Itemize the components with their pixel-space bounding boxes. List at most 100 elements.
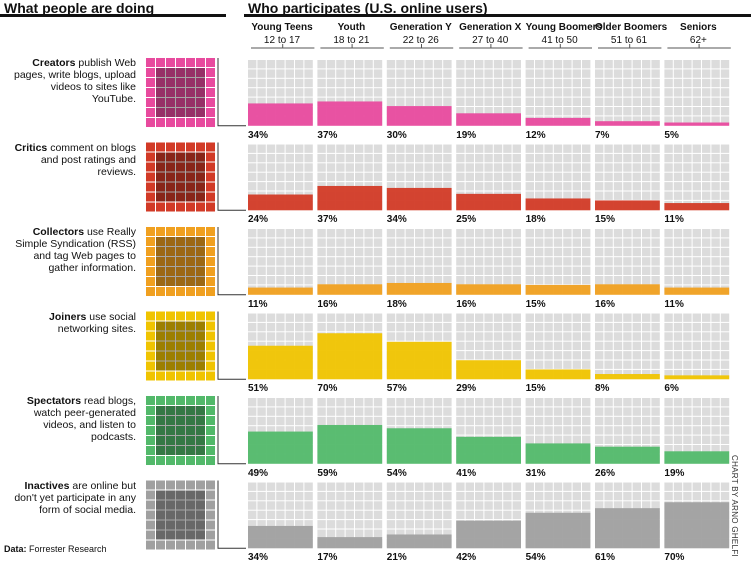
icon-cell xyxy=(176,152,185,162)
grid-cell xyxy=(386,144,396,153)
grid-cell xyxy=(595,332,604,341)
grid-cell xyxy=(711,426,720,435)
grid-cell xyxy=(711,398,720,407)
grid-cell xyxy=(544,153,553,163)
grid-cell xyxy=(415,529,424,538)
grid-cell xyxy=(544,416,553,426)
grid-cell xyxy=(295,520,304,529)
grid-cell xyxy=(632,247,641,257)
grid-cell xyxy=(465,88,474,97)
grid-cell xyxy=(266,153,276,163)
grid-cell xyxy=(673,107,683,116)
grid-cell xyxy=(484,238,493,247)
grid-cell xyxy=(642,360,651,369)
icon-cell xyxy=(206,98,215,107)
grid-cell xyxy=(424,332,433,341)
grid-cell xyxy=(582,341,591,351)
icon-cell xyxy=(196,361,205,371)
grid-cell xyxy=(623,491,632,501)
grid-cell xyxy=(484,144,493,153)
grid-cell xyxy=(572,144,581,153)
icon-cell xyxy=(176,98,185,107)
grid-cell xyxy=(326,398,336,407)
grid-cell xyxy=(285,313,294,322)
grid-cell xyxy=(604,172,613,182)
grid-cell xyxy=(664,426,673,435)
grid-cell xyxy=(544,182,553,191)
grid-cell xyxy=(355,163,364,172)
grid-cell xyxy=(317,322,326,332)
icon-cell xyxy=(146,162,155,172)
grid-cell xyxy=(373,266,383,275)
grid-cell xyxy=(317,172,326,182)
grid-cell xyxy=(396,510,405,520)
grid-cell xyxy=(266,97,276,106)
icon-cell xyxy=(166,351,175,361)
grid-cell xyxy=(248,501,257,510)
icon-cell xyxy=(186,426,195,435)
grid-cell xyxy=(295,501,304,510)
grid-cell xyxy=(433,144,443,153)
grid-cell xyxy=(405,276,414,285)
grid-cell xyxy=(276,247,285,257)
left-header: What people are doing xyxy=(4,0,155,16)
icon-cell xyxy=(196,182,205,192)
icon-cell xyxy=(186,68,195,77)
grid-cell xyxy=(345,172,354,182)
grid-cell xyxy=(582,491,591,501)
grid-cell xyxy=(345,416,354,426)
grid-cell xyxy=(525,360,534,369)
grid-cell xyxy=(484,276,493,285)
grid-cell xyxy=(345,313,354,322)
grid-cell xyxy=(553,398,563,407)
grid-cell xyxy=(415,416,424,426)
icon-cell xyxy=(206,172,215,182)
grid-cell xyxy=(572,407,581,416)
grid-cell xyxy=(544,313,553,322)
grid-cell xyxy=(285,153,294,163)
grid-cell xyxy=(702,360,711,369)
chart-credit: CHART BY ARNO GHELFI xyxy=(730,455,739,558)
grid-cell xyxy=(266,60,276,69)
grid-cell xyxy=(572,341,581,351)
joiners-icon xyxy=(156,321,205,371)
icon-cell xyxy=(156,152,165,162)
grid-cell xyxy=(632,266,641,275)
grid-cell xyxy=(364,88,373,97)
grid-cell xyxy=(405,60,414,69)
grid-cell xyxy=(673,360,683,369)
icon-cell xyxy=(196,520,205,530)
grid-cell xyxy=(553,69,563,78)
grid-cell xyxy=(642,88,651,97)
bar-creators xyxy=(664,122,730,126)
icon-cell xyxy=(196,311,205,321)
grid-cell xyxy=(456,229,465,238)
grid-cell xyxy=(595,182,604,191)
grid-cell xyxy=(692,144,701,153)
icon-cell xyxy=(176,331,185,341)
grid-cell xyxy=(433,416,443,426)
grid-cell xyxy=(553,107,563,116)
grid-cell xyxy=(651,229,660,238)
grid-cell xyxy=(582,97,591,106)
grid-cell xyxy=(720,276,730,285)
icon-cell xyxy=(156,341,165,351)
grid-cell xyxy=(613,351,623,360)
grid-cell xyxy=(493,510,503,520)
bar-collectors xyxy=(664,287,730,295)
grid-cell xyxy=(396,144,405,153)
grid-cell xyxy=(642,191,651,200)
bar-creators xyxy=(386,106,452,126)
grid-cell xyxy=(336,276,345,285)
grid-cell xyxy=(544,407,553,416)
grid-cell xyxy=(456,351,465,360)
grid-cell xyxy=(692,257,701,266)
grid-cell xyxy=(336,238,345,247)
grid-cell xyxy=(604,360,613,369)
grid-cell xyxy=(711,88,720,97)
grid-cell xyxy=(632,238,641,247)
grid-cell xyxy=(651,426,660,435)
grid-cell xyxy=(266,491,276,501)
grid-cell xyxy=(345,247,354,257)
icon-cell xyxy=(156,237,165,246)
